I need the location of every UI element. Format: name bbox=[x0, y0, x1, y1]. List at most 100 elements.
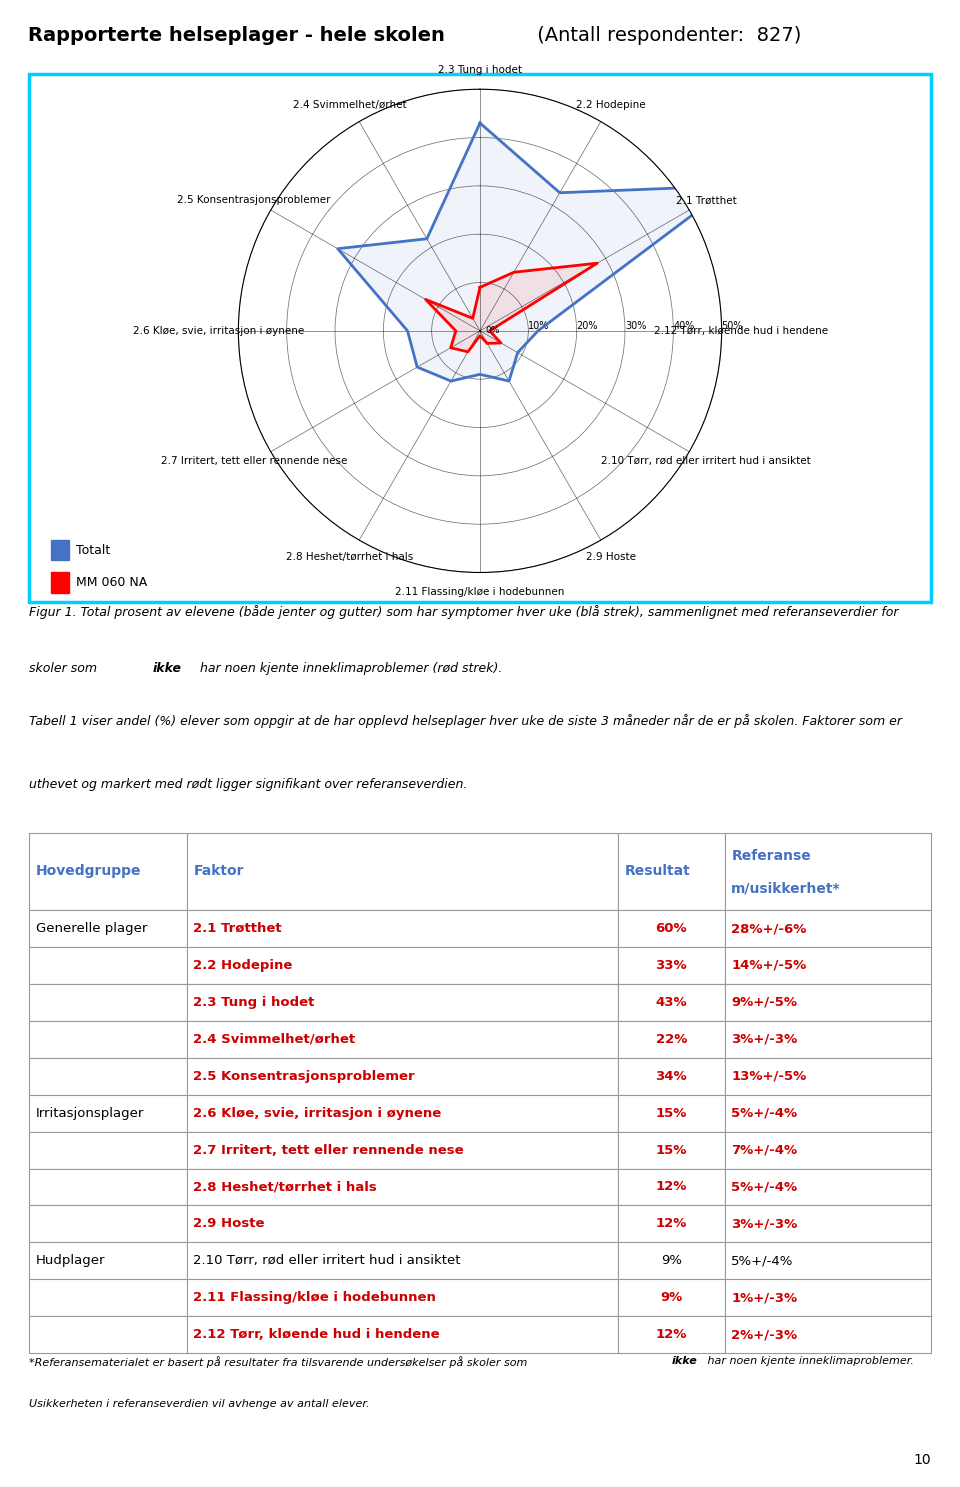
Bar bbox=[725, 1279, 931, 1316]
Text: (Antall respondenter:  827): (Antall respondenter: 827) bbox=[531, 27, 801, 45]
Bar bbox=[618, 1206, 725, 1242]
Bar bbox=[618, 984, 725, 1020]
Bar bbox=[618, 910, 725, 947]
Text: 9%+/-5%: 9%+/-5% bbox=[732, 996, 797, 1008]
Text: 2.9 Hoste: 2.9 Hoste bbox=[193, 1218, 265, 1230]
Bar bbox=[186, 1132, 618, 1169]
Bar bbox=[186, 1020, 618, 1057]
Text: 12%: 12% bbox=[656, 1218, 687, 1230]
Bar bbox=[186, 1169, 618, 1206]
Polygon shape bbox=[338, 123, 732, 381]
Bar bbox=[29, 1020, 186, 1057]
Bar bbox=[725, 1316, 931, 1353]
Bar bbox=[618, 1020, 725, 1057]
Text: 2.4 Svimmelhet/ørhet: 2.4 Svimmelhet/ørhet bbox=[193, 1033, 355, 1045]
Bar bbox=[725, 910, 931, 947]
Text: 12%: 12% bbox=[656, 1328, 687, 1341]
Bar bbox=[29, 947, 186, 984]
Bar bbox=[725, 947, 931, 984]
Text: 5%+/-4%: 5%+/-4% bbox=[732, 1106, 798, 1120]
Bar bbox=[725, 1020, 931, 1057]
Bar bbox=[725, 1057, 931, 1094]
Bar bbox=[186, 984, 618, 1020]
Bar bbox=[618, 1169, 725, 1206]
Text: Figur 1. Total prosent av elevene (både jenter og gutter) som har symptomer hver: Figur 1. Total prosent av elevene (både … bbox=[29, 605, 899, 619]
Bar bbox=[186, 1279, 618, 1316]
Text: 5%+/-4%: 5%+/-4% bbox=[732, 1181, 798, 1194]
Bar bbox=[618, 984, 725, 1020]
Bar bbox=[725, 1279, 931, 1316]
Bar bbox=[618, 833, 725, 910]
Text: har noen kjente inneklimaproblemer.: har noen kjente inneklimaproblemer. bbox=[704, 1356, 914, 1367]
Bar bbox=[29, 910, 186, 947]
Text: ikke: ikke bbox=[671, 1356, 697, 1367]
Bar bbox=[618, 1279, 725, 1316]
Bar bbox=[186, 1242, 618, 1279]
Text: Referanse: Referanse bbox=[732, 849, 811, 862]
Text: *Referansematerialet er basert på resultater fra tilsvarende undersøkelser på sk: *Referansematerialet er basert på result… bbox=[29, 1356, 531, 1368]
Bar bbox=[186, 910, 618, 947]
Text: skoler som: skoler som bbox=[29, 662, 101, 675]
Text: 9%: 9% bbox=[660, 1291, 683, 1304]
Text: 13%+/-5%: 13%+/-5% bbox=[732, 1069, 806, 1083]
Bar bbox=[186, 1057, 618, 1094]
Bar bbox=[725, 910, 931, 947]
Bar bbox=[186, 1094, 618, 1132]
Bar bbox=[618, 1132, 725, 1169]
Bar bbox=[186, 1057, 618, 1094]
Text: 15%: 15% bbox=[656, 1106, 687, 1120]
Text: 2.7 Irritert, tett eller rennende nese: 2.7 Irritert, tett eller rennende nese bbox=[193, 1144, 464, 1157]
Bar bbox=[618, 947, 725, 984]
Text: 14%+/-5%: 14%+/-5% bbox=[732, 959, 806, 972]
Text: Hovedgruppe: Hovedgruppe bbox=[36, 864, 141, 879]
Text: 34%: 34% bbox=[656, 1069, 687, 1083]
Bar bbox=[618, 947, 725, 984]
Bar bbox=[725, 1206, 931, 1242]
Text: 28%+/-6%: 28%+/-6% bbox=[732, 922, 806, 935]
Bar bbox=[618, 1132, 725, 1169]
Bar bbox=[29, 910, 186, 947]
Bar bbox=[618, 1057, 725, 1094]
Text: m/usikkerhet*: m/usikkerhet* bbox=[732, 882, 841, 895]
Text: 2.2 Hodepine: 2.2 Hodepine bbox=[193, 959, 293, 972]
Bar bbox=[725, 1316, 931, 1353]
Text: 60%: 60% bbox=[656, 922, 687, 935]
Bar bbox=[29, 833, 186, 910]
Text: Irritasjonsplager: Irritasjonsplager bbox=[36, 1106, 144, 1120]
Bar bbox=[725, 1206, 931, 1242]
Bar bbox=[29, 1242, 186, 1279]
Bar bbox=[29, 1094, 186, 1132]
Bar bbox=[725, 1242, 931, 1279]
Text: Hudplager: Hudplager bbox=[36, 1255, 105, 1267]
Text: 43%: 43% bbox=[656, 996, 687, 1008]
Text: 0%: 0% bbox=[485, 326, 499, 336]
Bar bbox=[725, 833, 931, 910]
Bar bbox=[29, 1206, 186, 1242]
Text: 3%+/-3%: 3%+/-3% bbox=[732, 1218, 798, 1230]
Bar bbox=[29, 1316, 186, 1353]
Text: uthevet og markert med rødt ligger signifikant over referanseverdien.: uthevet og markert med rødt ligger signi… bbox=[29, 779, 468, 791]
Bar bbox=[186, 910, 618, 947]
Bar bbox=[29, 833, 186, 910]
Text: 22%: 22% bbox=[656, 1033, 687, 1045]
Text: Totalt: Totalt bbox=[76, 544, 109, 558]
Text: 1%+/-3%: 1%+/-3% bbox=[732, 1291, 798, 1304]
Text: 2.8 Heshet/tørrhet i hals: 2.8 Heshet/tørrhet i hals bbox=[193, 1181, 377, 1194]
Bar bbox=[725, 833, 931, 910]
Bar bbox=[29, 1057, 186, 1094]
Bar bbox=[725, 1132, 931, 1169]
Text: 7%+/-4%: 7%+/-4% bbox=[732, 1144, 798, 1157]
Bar bbox=[186, 1206, 618, 1242]
Text: 2.1 Trøtthet: 2.1 Trøtthet bbox=[193, 922, 282, 935]
Bar bbox=[725, 1094, 931, 1132]
Text: Rapporterte helseplager - hele skolen: Rapporterte helseplager - hele skolen bbox=[29, 27, 445, 45]
Bar bbox=[186, 1132, 618, 1169]
Bar bbox=[186, 947, 618, 984]
Bar bbox=[618, 1057, 725, 1094]
Text: har noen kjente inneklimaproblemer (rød strek).: har noen kjente inneklimaproblemer (rød … bbox=[196, 662, 502, 675]
Text: 2.5 Konsentrasjonsproblemer: 2.5 Konsentrasjonsproblemer bbox=[193, 1069, 415, 1083]
Bar bbox=[186, 833, 618, 910]
Bar bbox=[29, 947, 186, 984]
Text: Faktor: Faktor bbox=[193, 864, 244, 879]
Bar bbox=[186, 984, 618, 1020]
